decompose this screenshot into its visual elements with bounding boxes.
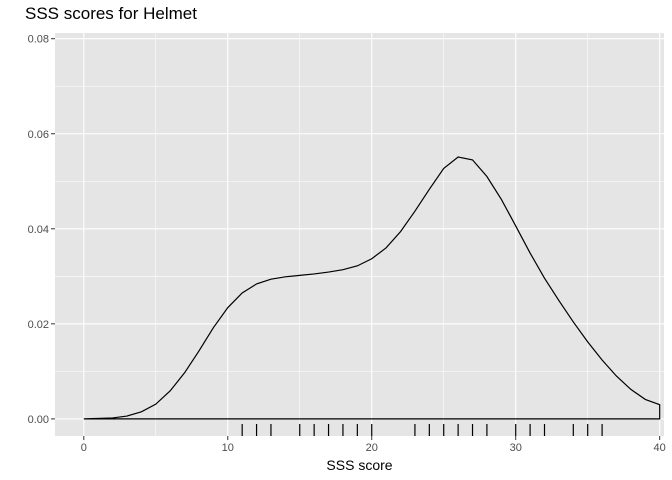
y-tick-label: 0.02 [28,319,49,331]
x-tick-label: 30 [510,442,522,454]
chart-title: SSS scores for Helmet [25,4,197,23]
x-tick-label: 0 [81,442,87,454]
x-axis-title: SSS score [326,457,392,473]
y-tick-label: 0.06 [28,129,49,141]
grid-minor [55,33,664,436]
x-axis: 0 10 20 30 40 [81,436,666,454]
rug-marks [241,424,603,436]
x-tick-label: 40 [654,442,666,454]
x-tick-label: 20 [366,442,378,454]
x-tick-label: 10 [222,442,234,454]
density-curve [83,156,661,420]
grid-major [55,33,664,436]
y-tick-label: 0.04 [28,224,49,236]
y-axis: 0.00 0.02 0.04 0.06 0.08 [28,34,55,426]
plot-panel [55,33,664,436]
y-tick-label: 0.00 [28,414,49,426]
y-tick-label: 0.08 [28,34,49,46]
